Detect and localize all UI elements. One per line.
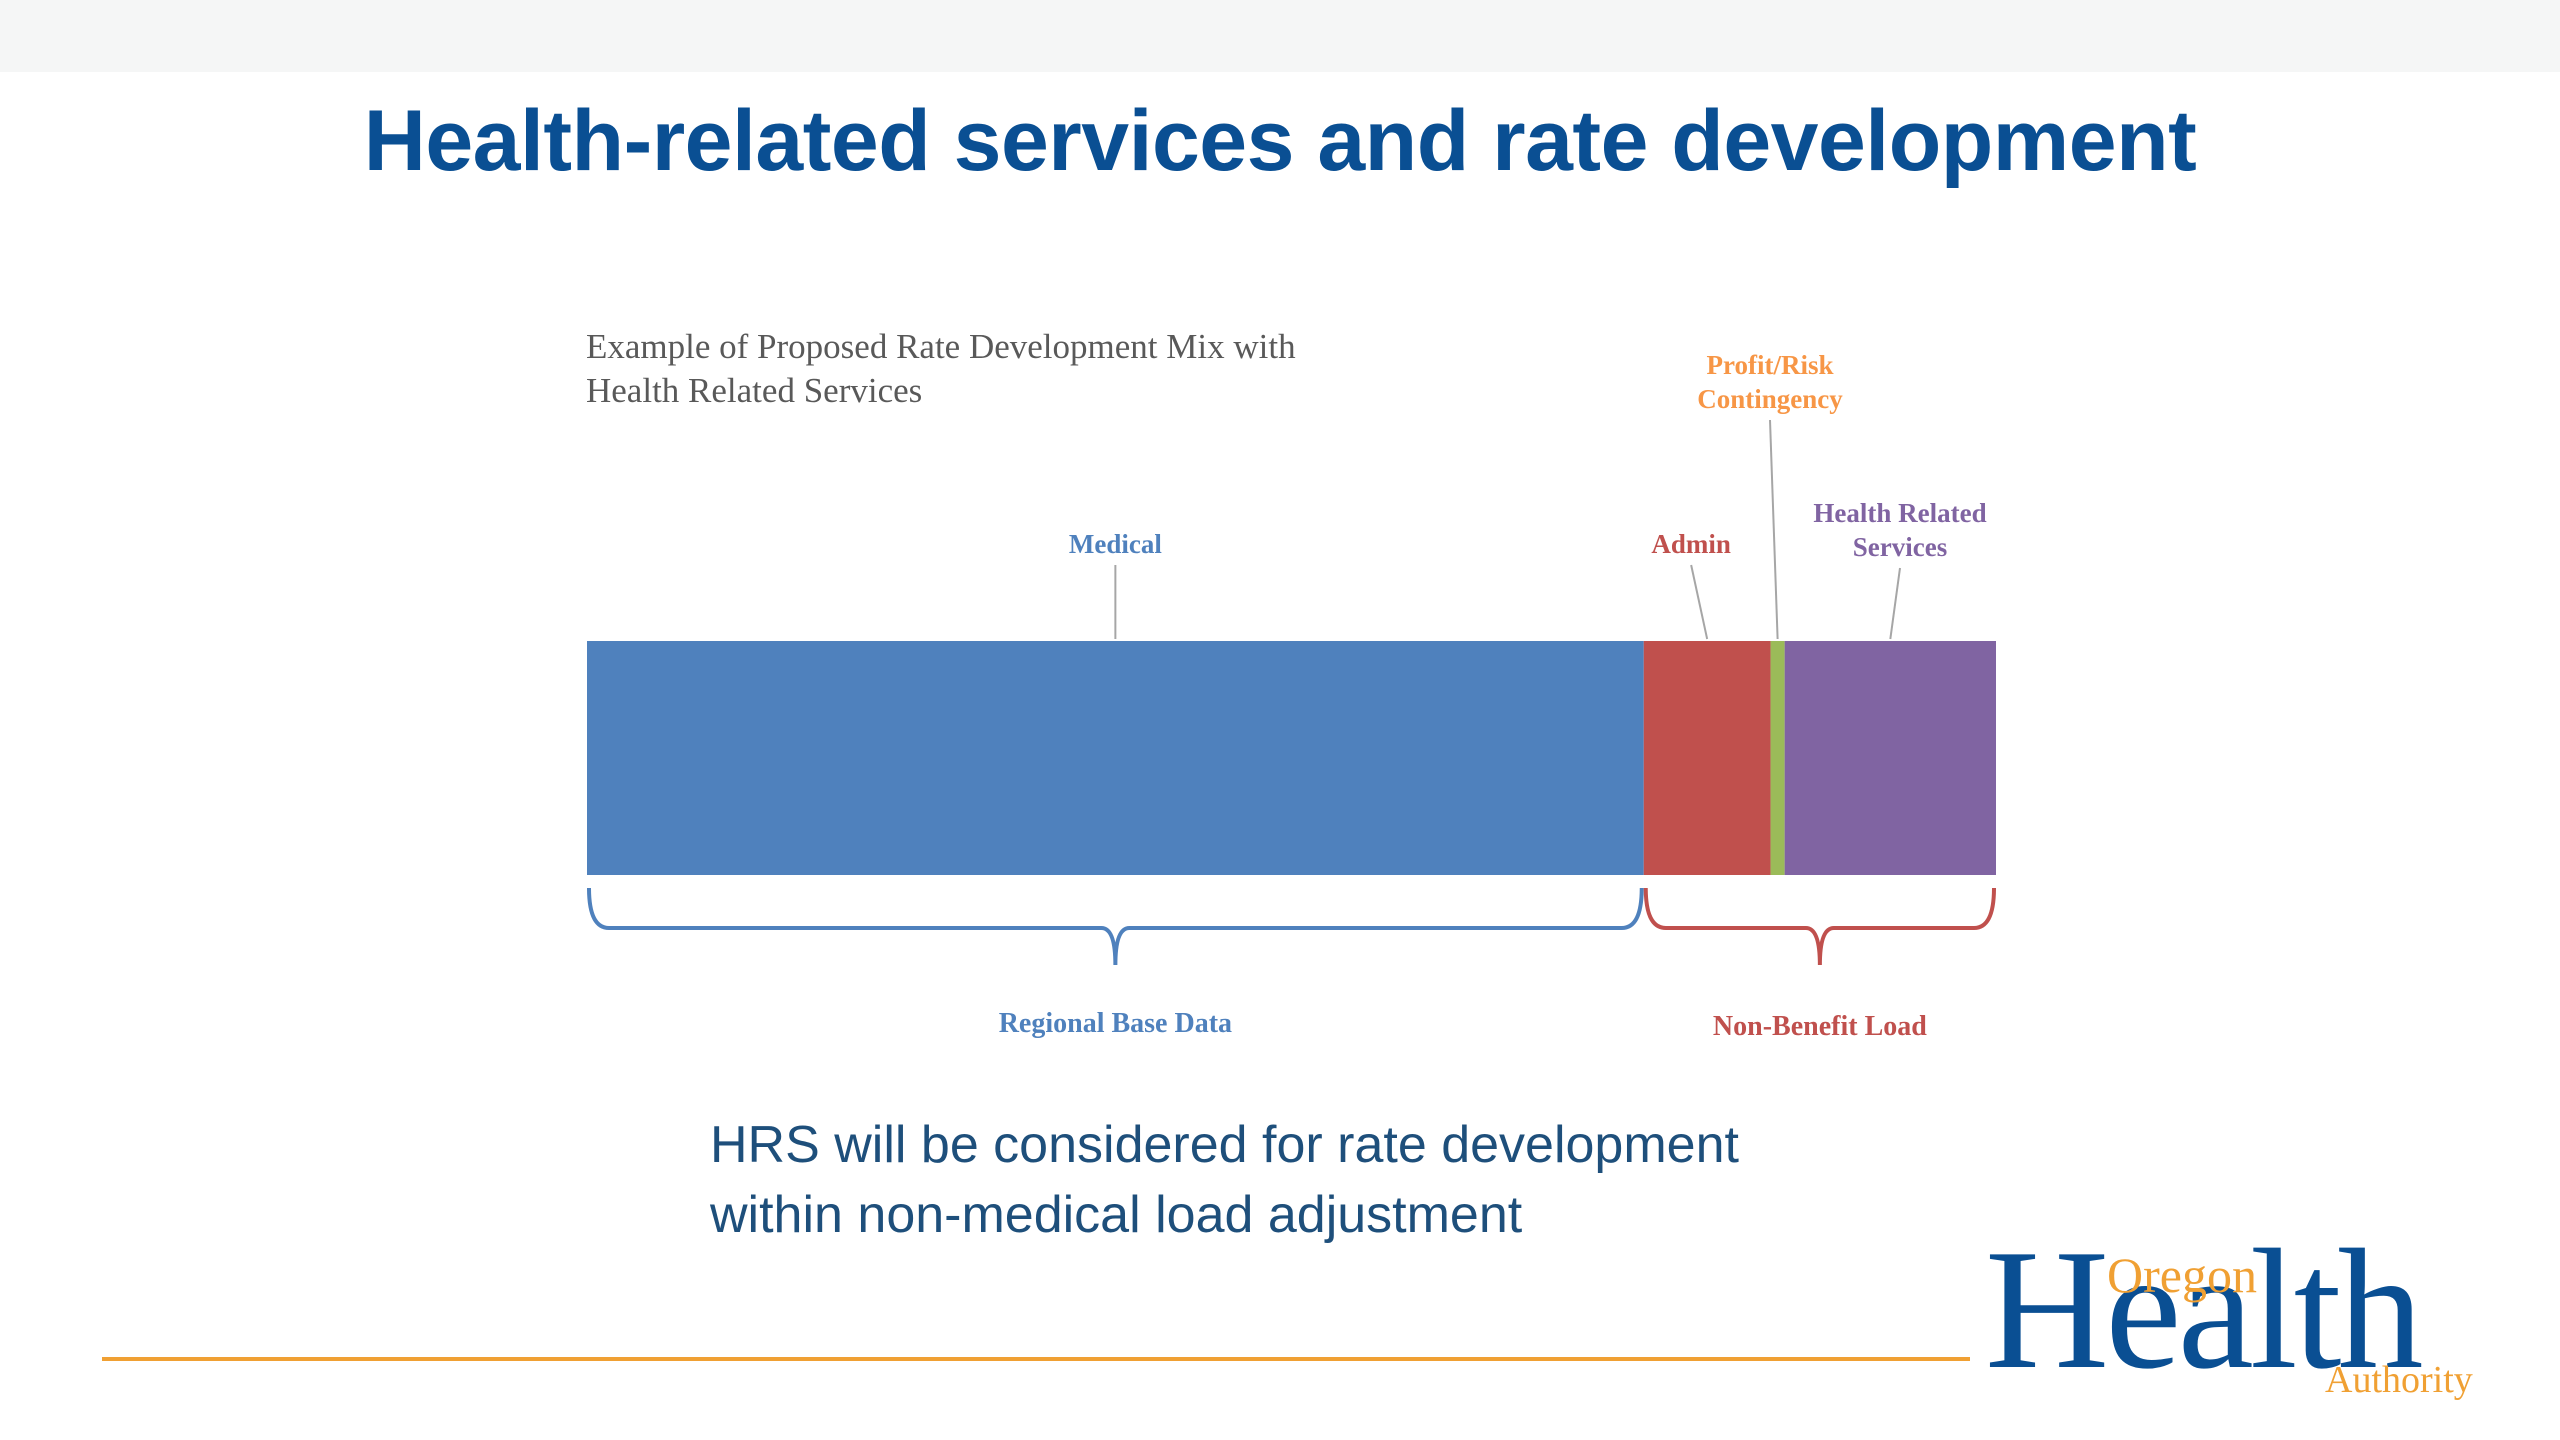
- logo-health-text: Health: [1985, 1215, 2423, 1405]
- slide-title: Health-related services and rate develop…: [363, 93, 2197, 189]
- leader-line-health-related-services: [1889, 567, 1901, 640]
- leader-line-admin: [1690, 564, 1709, 640]
- body-text: HRS will be considered for rate developm…: [710, 1110, 2010, 1250]
- logo-authority-text: Authority: [2325, 1359, 2473, 1401]
- segment-label-medical: Medical: [1069, 529, 1162, 559]
- leader-line-profit-risk-contingency: [1769, 419, 1779, 640]
- leader-lines: [1114, 419, 1901, 640]
- body-line-2: within non-medical load adjustment: [710, 1186, 1523, 1244]
- chart-title-line-2: Health Related Services: [586, 371, 922, 410]
- segment-label-line: Admin: [1651, 529, 1731, 559]
- segment-label-line: Medical: [1069, 529, 1162, 559]
- chart-title-line-1: Example of Proposed Rate Development Mix…: [586, 327, 1296, 366]
- top-strip: [0, 0, 2560, 72]
- group-braces: Regional Base Data Non-Benefit Load: [587, 887, 1996, 1042]
- segment-label-health-related-services: Health Related Services: [1813, 498, 1986, 562]
- bar-segment-profit-risk-contingency: [1770, 641, 1785, 875]
- segment-label-line: Health Related: [1813, 498, 1986, 528]
- logo-oregon-text: Oregon: [2107, 1247, 2257, 1303]
- segment-labels: Medical Admin Profit/Risk Contingency Health…: [1069, 350, 1987, 562]
- segment-label-line: Services: [1853, 532, 1947, 562]
- segment-label-profit-risk-contingency: Profit/Risk Contingency: [1697, 350, 1843, 414]
- body-line-1: HRS will be considered for rate developm…: [710, 1116, 1739, 1174]
- brace-regional-base-data: [587, 887, 1644, 966]
- bar-segment-health-related-services: [1784, 641, 1996, 875]
- oregon-health-authority-logo: Health Oregon Authority: [1985, 1224, 2505, 1401]
- bar-segments: [587, 641, 1996, 875]
- footer-rule: [102, 1357, 1970, 1361]
- segment-label-line: Contingency: [1697, 384, 1843, 414]
- bar-segment-admin: [1643, 641, 1771, 875]
- brace-non-benefit-load: [1643, 887, 1996, 966]
- bar-segment-medical: [587, 641, 1644, 875]
- brace-label-regional-base-data: Regional Base Data: [999, 1008, 1232, 1039]
- segment-label-admin: Admin: [1651, 529, 1731, 559]
- segment-label-line: Profit/Risk: [1707, 350, 1834, 380]
- brace-label-non-benefit-load: Non-Benefit Load: [1713, 1011, 1927, 1042]
